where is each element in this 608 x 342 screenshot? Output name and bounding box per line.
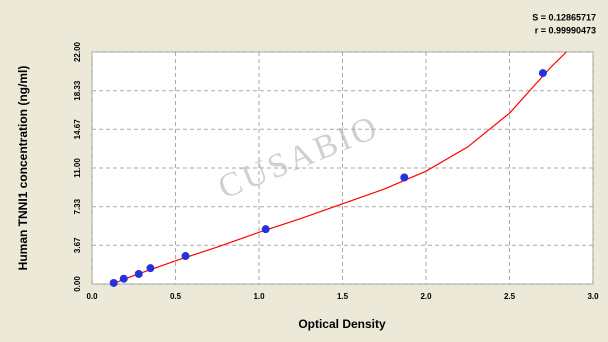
y-tick-label: 18.33 <box>73 80 82 101</box>
x-tick-label: 1.0 <box>253 292 265 301</box>
data-point <box>146 264 155 273</box>
y-tick-label: 14.67 <box>73 119 82 140</box>
x-tick-label: 2.0 <box>420 292 432 301</box>
annotation: r = 0.99990473 <box>535 25 596 35</box>
y-tick-label: 3.67 <box>73 237 82 253</box>
fit-curve <box>111 51 567 285</box>
y-tick-label: 7.33 <box>73 198 82 214</box>
y-axis-title: Human TNNI1 concentration (ng/ml) <box>16 66 30 271</box>
y-tick-label: 11.00 <box>73 158 82 178</box>
data-point <box>119 274 128 283</box>
x-tick-label: 0.0 <box>86 292 98 301</box>
x-tick-label: 1.5 <box>337 292 349 301</box>
y-tick-label: 22.00 <box>73 41 82 62</box>
data-point <box>538 69 547 78</box>
data-point <box>109 278 118 287</box>
y-tick-label: 0.00 <box>73 276 82 292</box>
annotation: S = 0.12865717 <box>532 12 596 22</box>
x-tick-label: 2.5 <box>504 292 516 301</box>
data-point <box>400 173 409 182</box>
x-tick-label: 3.0 <box>587 292 599 301</box>
data-point <box>261 225 270 234</box>
data-point <box>181 252 190 261</box>
x-tick-label: 0.5 <box>170 292 182 301</box>
x-axis-title: Optical Density <box>298 317 386 331</box>
data-point <box>134 269 143 278</box>
